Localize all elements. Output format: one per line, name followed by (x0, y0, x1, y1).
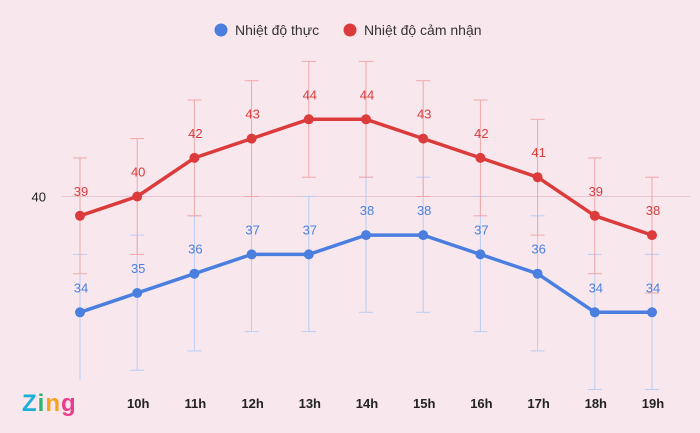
data-point (532, 172, 543, 183)
data-point (189, 268, 200, 279)
logo-letter: Z (22, 390, 38, 417)
data-label: 40 (131, 165, 145, 180)
data-point (647, 307, 657, 318)
x-tick-label: 18h (585, 396, 607, 411)
data-label: 38 (360, 203, 374, 218)
data-label: 36 (531, 242, 545, 257)
data-label: 44 (360, 87, 374, 102)
data-label: 38 (417, 203, 431, 218)
legend: Nhiệt độ thực Nhiệt độ cảm nhận (214, 22, 482, 38)
data-label: 44 (303, 87, 317, 102)
legend-marker (343, 23, 357, 37)
series-points (75, 114, 657, 318)
data-point (303, 114, 314, 125)
logo-letter: i (38, 390, 46, 417)
data-label: 37 (245, 222, 259, 237)
data-point (361, 230, 371, 241)
data-label: 42 (474, 126, 488, 141)
data-label: 38 (646, 203, 660, 218)
data-point (132, 191, 143, 202)
legend-marker (214, 23, 228, 37)
x-tick-label: 16h (470, 396, 492, 411)
data-label: 42 (188, 126, 202, 141)
x-tick-label: 10h (127, 396, 149, 411)
data-point (303, 249, 314, 260)
logo-letter: n (45, 390, 61, 417)
x-tick-label: 17h (527, 396, 549, 411)
x-tick-label: 15h (413, 396, 435, 411)
data-label: 34 (646, 280, 660, 295)
data-point (132, 288, 143, 298)
data-labels: 34 35 36 37 37 38 38 37 36 34 34 39 40 42 43 44 44 43 42 41… (74, 87, 660, 295)
data-point (361, 114, 371, 125)
data-label: 36 (188, 242, 202, 257)
x-axis: 9h10h11h12h13h14h15h16h17h18h19h (73, 396, 664, 411)
data-point (75, 210, 85, 221)
data-point (189, 152, 200, 163)
data-point (246, 249, 257, 260)
data-label: 37 (474, 222, 488, 237)
error-bars (73, 60, 659, 390)
data-label: 39 (589, 184, 603, 199)
x-tick-label: 13h (299, 396, 321, 411)
logo-letter: g (61, 390, 77, 417)
y-tick-label: 40 (32, 190, 46, 205)
x-tick-label: 19h (642, 396, 664, 411)
data-point (647, 230, 657, 241)
data-point (418, 133, 429, 144)
zing-logo: Zing (12, 380, 88, 420)
data-point (246, 133, 257, 144)
data-point (532, 268, 543, 279)
x-tick-label: 14h (356, 396, 378, 411)
data-label: 34 (589, 280, 603, 295)
data-point (589, 210, 600, 221)
data-point (475, 152, 486, 163)
logo-text: Zing (22, 390, 77, 417)
data-point (475, 249, 486, 260)
x-tick-label: 11h (185, 396, 207, 411)
data-label: 43 (245, 107, 259, 122)
data-label: 34 (74, 280, 88, 295)
data-point (418, 230, 429, 241)
data-label: 43 (417, 107, 431, 122)
legend-label: Nhiệt độ thực (235, 22, 319, 38)
data-label: 37 (303, 222, 317, 237)
legend-label: Nhiệt độ cảm nhận (364, 22, 482, 38)
data-label: 39 (74, 184, 88, 199)
data-point (589, 307, 600, 318)
data-label: 35 (131, 261, 145, 276)
data-point (75, 307, 85, 318)
logo-backdrop (12, 380, 88, 420)
data-label: 41 (531, 145, 545, 160)
x-tick-label: 12h (241, 396, 263, 411)
y-axis: 40 (32, 190, 690, 205)
